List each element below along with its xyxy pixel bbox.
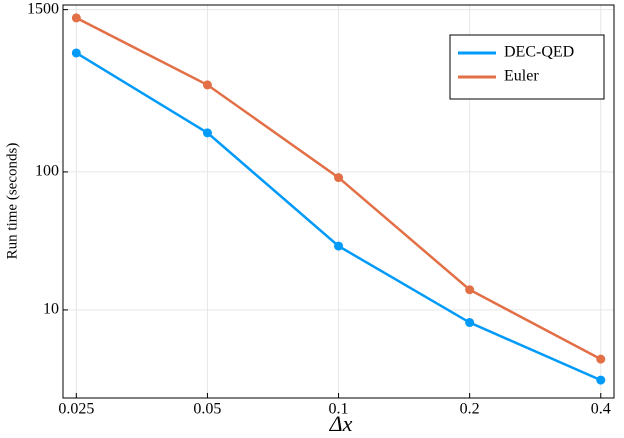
y-tick-label: 10 [43,301,59,318]
data-point [334,173,344,183]
data-point [465,318,475,328]
data-point [596,375,606,385]
plot-frame [62,4,615,399]
data-point [465,285,475,295]
y-axis-label: Run time (seconds) [4,143,20,260]
y-tick-label: 1500 [27,0,59,17]
data-point [202,128,212,138]
data-point [202,80,212,90]
x-tick-label: 0.05 [193,401,221,418]
y-tick-label: 100 [35,163,59,180]
legend-box [449,34,605,100]
data-point [71,48,81,58]
x-tick-label: 0.4 [591,401,611,418]
x-axis-label: Δx [329,411,353,436]
x-tick-label: 0.025 [58,401,94,418]
data-point [334,241,344,251]
legend-label: DEC-QED [504,44,574,61]
data-point [596,354,606,364]
legend-label: Euler [504,68,539,85]
x-tick-label: 0.2 [460,401,480,418]
data-point [71,13,81,23]
x-tick-label: 0.1 [329,401,349,418]
